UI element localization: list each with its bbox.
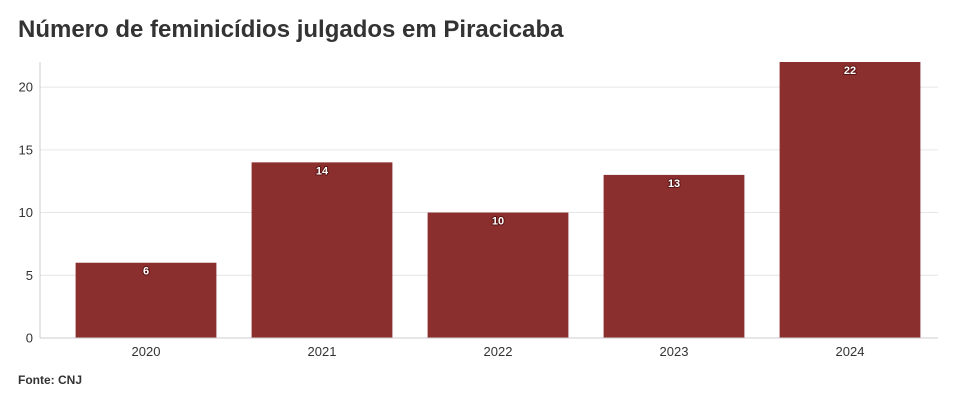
source-note: Fonte: CNJ — [18, 373, 82, 387]
x-tick-label: 2020 — [132, 344, 161, 359]
bar — [603, 174, 745, 338]
data-label: 10 — [492, 216, 504, 228]
bars — [75, 62, 921, 338]
data-label: 14 — [316, 165, 329, 177]
data-label: 13 — [668, 178, 680, 190]
chart-title: Número de feminicídios julgados em Pirac… — [18, 16, 564, 43]
y-tick-label: 0 — [26, 331, 33, 346]
bar — [779, 62, 921, 338]
data-labels: 6 14 10 13 22 — [142, 64, 857, 279]
x-tick-label: 2024 — [836, 344, 865, 359]
x-tick-label: 2022 — [484, 344, 513, 359]
x-tick-label: 2023 — [660, 344, 689, 359]
y-tick-label: 5 — [26, 268, 33, 283]
data-label: 22 — [844, 65, 856, 77]
bar — [75, 262, 217, 338]
bar — [251, 162, 393, 338]
bar — [427, 212, 569, 338]
y-tick-label: 10 — [19, 205, 33, 220]
y-tick-label: 20 — [19, 80, 33, 95]
x-tick-label: 2021 — [308, 344, 337, 359]
y-tick-label: 15 — [19, 142, 33, 157]
data-label: 6 — [143, 266, 149, 278]
